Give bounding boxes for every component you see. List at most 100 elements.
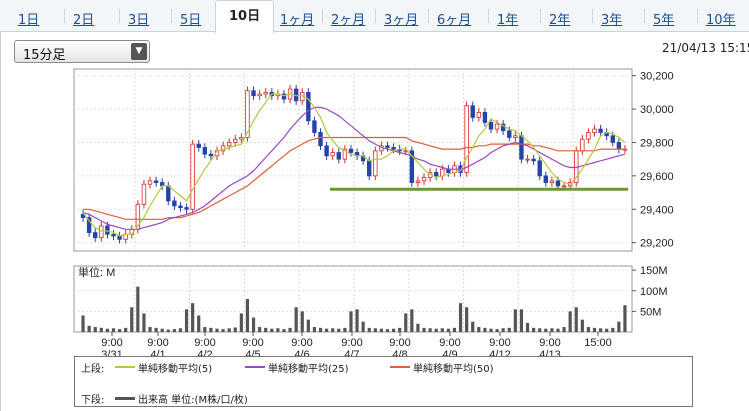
candle-body	[105, 225, 110, 235]
tab-separator	[428, 9, 429, 23]
volume-bar	[209, 327, 213, 332]
candle-body	[184, 207, 189, 210]
volume-bar	[617, 321, 621, 332]
candle-body	[373, 150, 378, 177]
volume-bar	[160, 328, 164, 332]
tab-7[interactable]: 3ヶ月	[384, 13, 419, 28]
volume-bar	[239, 313, 243, 332]
tab-8[interactable]: 6ヶ月	[437, 13, 472, 28]
candle-body	[166, 185, 171, 202]
candle-body	[257, 93, 262, 97]
chart-panel	[0, 31, 749, 411]
volume-bar	[574, 307, 578, 332]
x-tick-time: 9:00	[341, 337, 362, 349]
volume-bar	[300, 311, 304, 332]
candle-body	[470, 105, 475, 118]
candle-body	[251, 90, 256, 97]
candle-body	[245, 90, 250, 138]
ma5-line	[82, 93, 626, 237]
x-tick-time: 15:00	[584, 337, 612, 349]
volume-bar	[343, 327, 347, 332]
candle-body	[610, 135, 615, 143]
legend-ma5-line	[115, 366, 135, 368]
legend-volume-line	[115, 397, 135, 400]
price-tick-label: 29,600	[640, 171, 674, 183]
tab-12[interactable]: 5年	[653, 13, 675, 28]
volume-bar	[325, 328, 329, 332]
tab-9[interactable]: 1年	[497, 13, 519, 28]
candle-body	[208, 153, 214, 157]
x-tick-time: 9:00	[291, 337, 312, 349]
volume-tick-label: 150M	[640, 265, 668, 277]
candle-body	[348, 148, 354, 153]
candle-body	[226, 142, 232, 147]
tab-11[interactable]: 3年	[601, 13, 623, 28]
candle-body	[464, 105, 469, 173]
tab-1[interactable]: 2日	[73, 13, 95, 28]
x-tick-time: 9:00	[242, 337, 263, 349]
candle-body	[324, 145, 329, 157]
volume-bar	[93, 327, 97, 332]
tab-3[interactable]: 5日	[180, 13, 202, 28]
candle-body	[99, 225, 104, 239]
tab-5[interactable]: 1ヶ月	[280, 13, 315, 28]
candle-body	[330, 152, 335, 157]
tab-13[interactable]: 10年	[706, 13, 736, 28]
legend-ma5: 単純移動平均(5)	[138, 364, 213, 375]
volume-bar	[136, 286, 140, 332]
candle-body	[281, 93, 287, 100]
candle-body	[367, 160, 372, 177]
candle-body	[507, 130, 512, 138]
tab-0[interactable]: 1日	[18, 13, 40, 28]
candle-body	[342, 148, 348, 160]
volume-bar	[251, 317, 256, 332]
volume-bar	[130, 307, 134, 332]
volume-bar	[306, 319, 310, 332]
volume-bar	[495, 329, 499, 332]
volume-bar	[525, 322, 530, 332]
interval-select[interactable]: 15分足 ▼	[14, 40, 150, 63]
volume-bar	[87, 325, 91, 332]
volume-bar	[513, 309, 517, 332]
volume-bar	[331, 328, 335, 332]
candle-body	[178, 205, 183, 208]
candle-body	[537, 160, 542, 177]
volume-bar	[99, 327, 103, 332]
candle-body	[141, 183, 147, 205]
volume-bar	[282, 329, 286, 332]
tab-6[interactable]: 2ヶ月	[331, 13, 366, 28]
candle-body	[488, 122, 494, 130]
chevron-down-icon[interactable]: ▼	[131, 43, 147, 60]
tab-10[interactable]: 2年	[549, 13, 571, 28]
volume-bar	[355, 309, 359, 332]
volume-bar	[550, 328, 554, 332]
volume-bar	[367, 327, 371, 332]
volume-bar	[197, 315, 201, 332]
volume-bar	[446, 328, 450, 332]
tab-4[interactable]: 10日	[215, 0, 275, 33]
volume-bar	[605, 328, 609, 332]
volume-bar	[215, 328, 219, 332]
candle-body	[525, 158, 530, 161]
tab-2[interactable]: 3日	[128, 13, 150, 28]
tab-separator	[644, 9, 645, 23]
volume-bar	[501, 328, 505, 332]
x-tick-time: 9:00	[389, 337, 410, 349]
volume-bar	[184, 309, 189, 332]
volume-bar	[452, 327, 457, 332]
volume-bar	[227, 328, 231, 332]
tab-separator	[592, 9, 593, 23]
volume-tick-label: 50M	[640, 306, 661, 318]
volume-bar	[434, 328, 438, 332]
legend-ma25-line	[245, 366, 265, 368]
volume-bar	[312, 327, 317, 332]
volume-bar	[519, 309, 524, 332]
candle-body	[318, 132, 323, 147]
price-tick-label: 29,200	[640, 238, 674, 250]
volume-bar	[538, 328, 542, 332]
candle-body	[153, 180, 159, 183]
candle-body	[312, 120, 317, 133]
volume-bar	[154, 327, 158, 332]
tab-separator	[119, 9, 120, 23]
legend-ma50-line	[390, 366, 410, 368]
